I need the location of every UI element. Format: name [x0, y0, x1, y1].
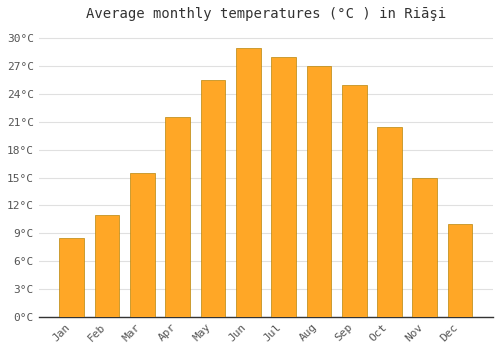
Bar: [271, 57, 296, 317]
Bar: [448, 224, 472, 317]
Bar: [236, 48, 260, 317]
Bar: [60, 238, 84, 317]
Bar: [166, 117, 190, 317]
Bar: [306, 66, 331, 317]
Bar: [412, 177, 437, 317]
Bar: [377, 126, 402, 317]
Bar: [94, 215, 120, 317]
Bar: [200, 80, 226, 317]
Bar: [342, 85, 366, 317]
Bar: [130, 173, 155, 317]
Title: Average monthly temperatures (°C ) in Riāşi: Average monthly temperatures (°C ) in Ri…: [86, 7, 446, 21]
